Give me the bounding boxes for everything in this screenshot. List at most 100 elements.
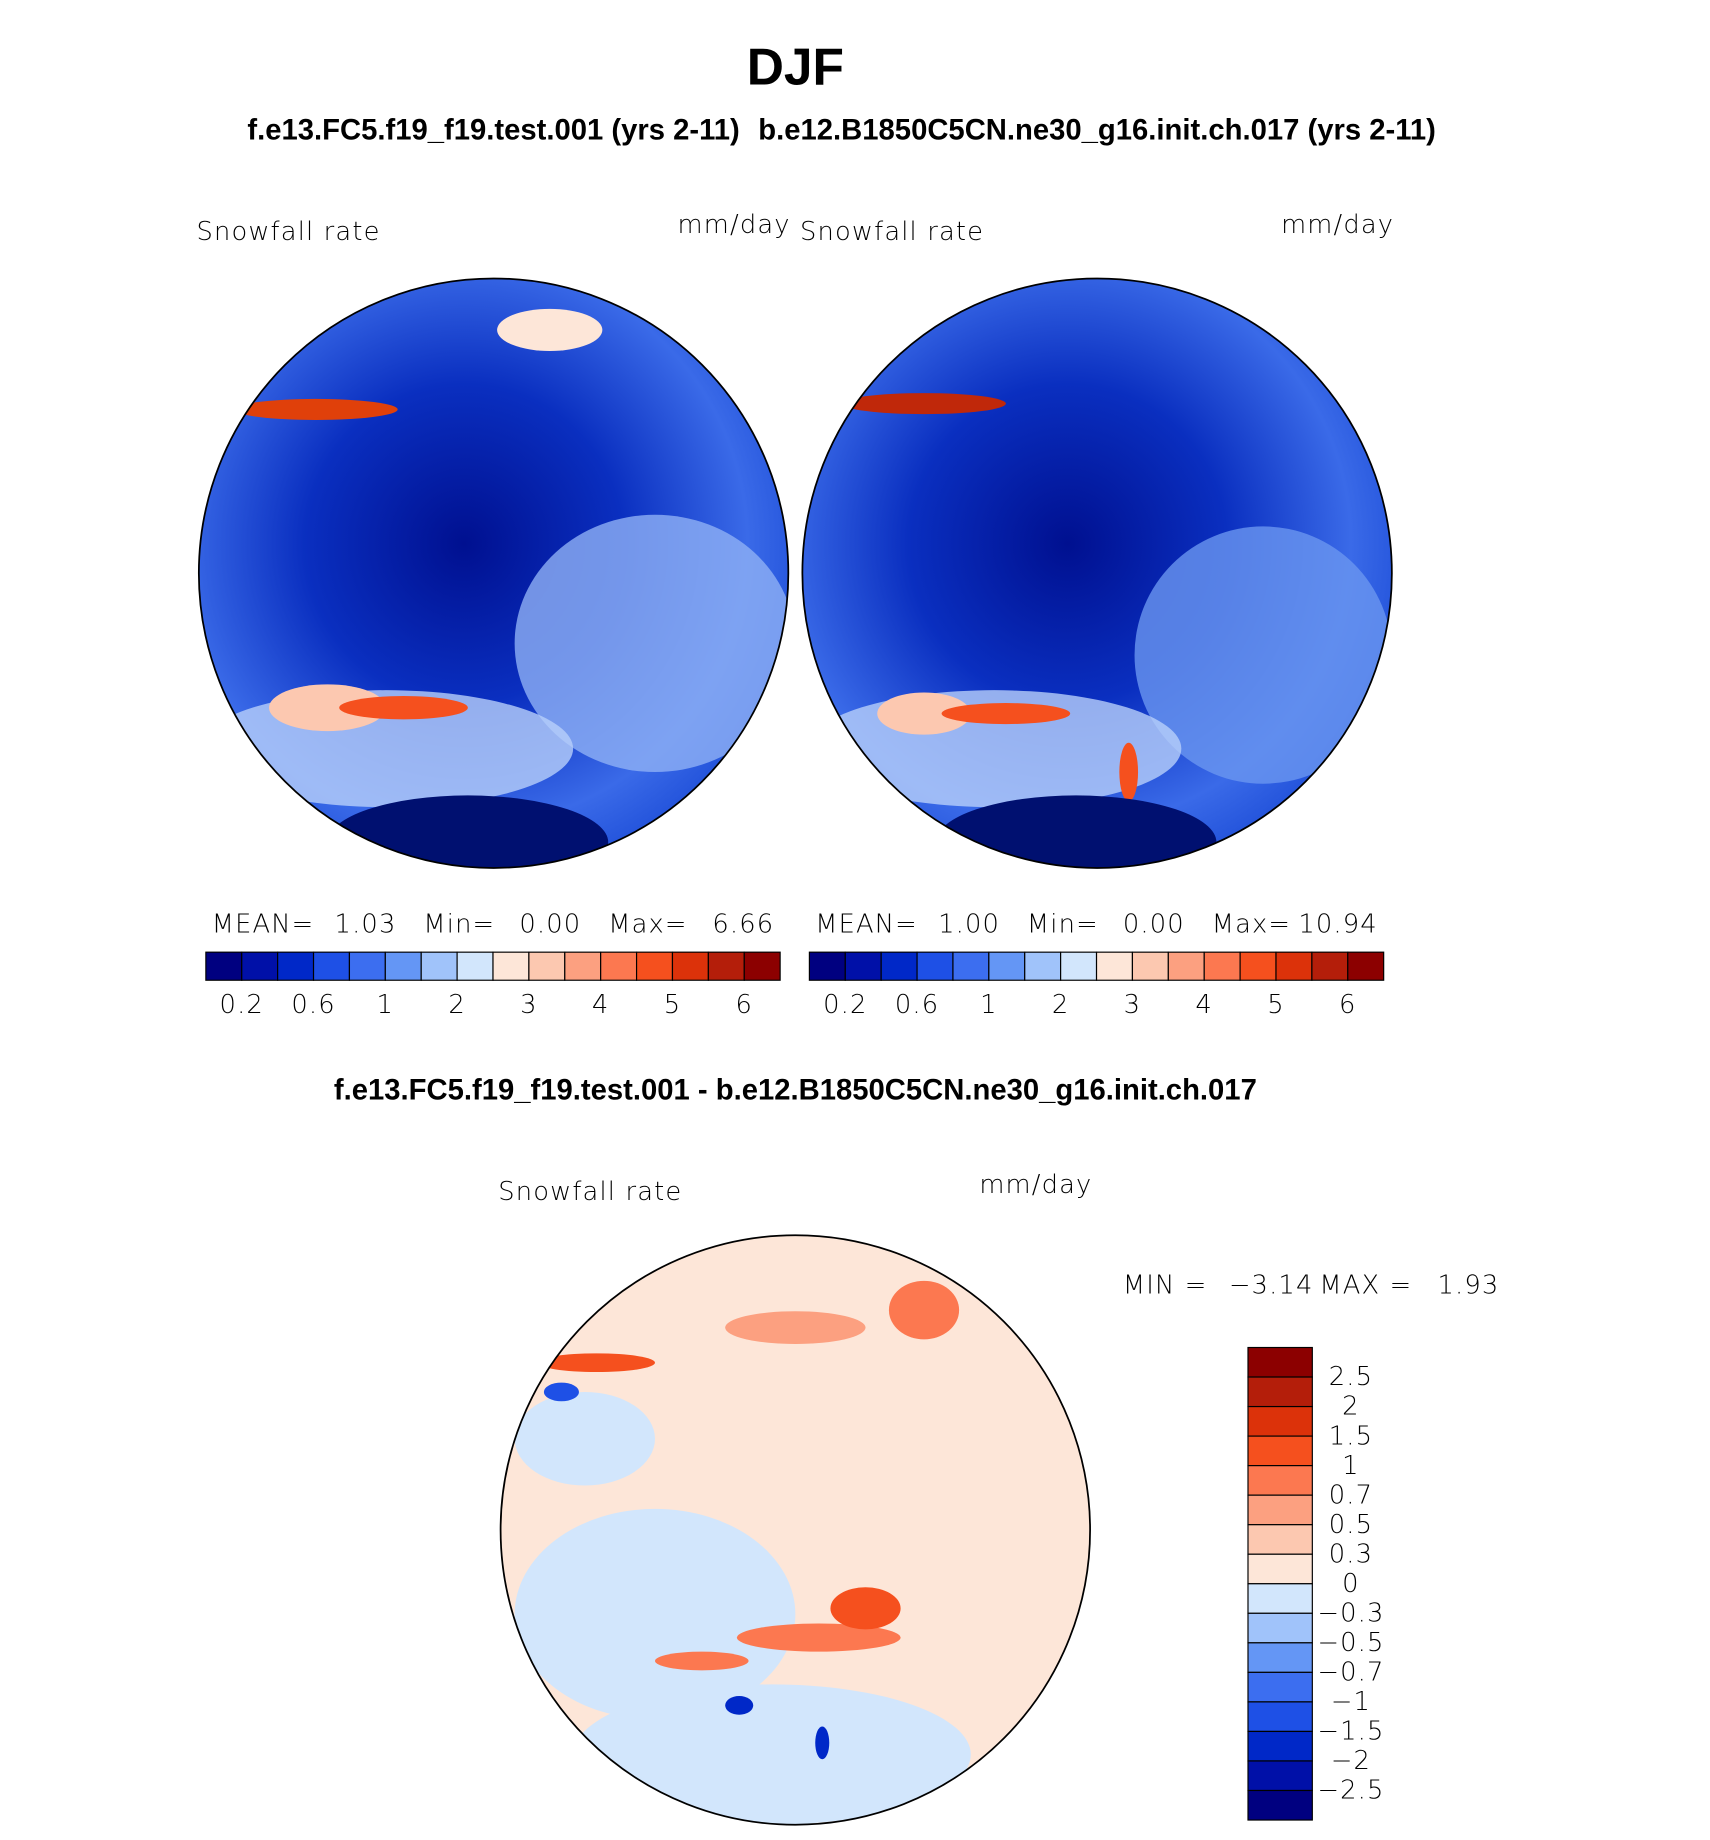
colorbar-label: 1 bbox=[1342, 1451, 1360, 1481]
colorbar-label: 2 bbox=[448, 990, 466, 1020]
stat-text: Max= bbox=[608, 909, 687, 939]
colorbar-box bbox=[1347, 951, 1385, 981]
colorbar-box bbox=[1247, 1465, 1313, 1496]
colorbar-label: −2 bbox=[1331, 1746, 1371, 1776]
colorbar-box bbox=[1247, 1789, 1313, 1821]
colorbar-box bbox=[1275, 951, 1313, 981]
variable-label: Snowfall rate bbox=[800, 217, 984, 247]
stat-text: 1.00 bbox=[938, 909, 1000, 939]
units-label: mm/day bbox=[1281, 210, 1394, 240]
colorbar-box bbox=[241, 951, 279, 981]
colorbar-box bbox=[1311, 951, 1349, 981]
stat-text: Max= bbox=[1212, 909, 1291, 939]
colorbar-label: 4 bbox=[592, 990, 610, 1020]
colorbar-box bbox=[1247, 1671, 1313, 1703]
colorbar-box bbox=[312, 951, 351, 981]
colorbar-label: 0.6 bbox=[895, 990, 939, 1020]
stat-text: 6.66 bbox=[712, 909, 774, 939]
colorbar-label: 1 bbox=[377, 990, 395, 1020]
colorbar-box bbox=[1247, 1376, 1313, 1408]
colorbar-box bbox=[1247, 1346, 1313, 1378]
colorbar-box bbox=[1131, 951, 1169, 981]
colorbar-box bbox=[528, 951, 566, 981]
map-right bbox=[802, 278, 1392, 868]
stat-text: MEAN= bbox=[815, 909, 918, 939]
colorbar-box bbox=[1024, 951, 1062, 981]
stat-text: Min= bbox=[423, 909, 495, 939]
colorbar-box bbox=[277, 951, 315, 981]
map-border bbox=[801, 277, 1393, 869]
map-border bbox=[197, 277, 790, 869]
stat-text: MAX = bbox=[1319, 1271, 1412, 1301]
colorbar-box bbox=[743, 951, 781, 981]
colorbar-label: −0.3 bbox=[1317, 1598, 1384, 1628]
units-label: mm/day bbox=[678, 210, 791, 240]
colorbar-label: 2 bbox=[1342, 1392, 1360, 1422]
variable-label: Snowfall rate bbox=[498, 1177, 682, 1207]
colorbar-label: 1 bbox=[980, 990, 998, 1020]
colorbar-label: 6 bbox=[735, 990, 753, 1020]
colorbar-box bbox=[1247, 1553, 1313, 1585]
colorbar-label: 0.2 bbox=[823, 990, 867, 1020]
colorbar-label: 0.3 bbox=[1329, 1539, 1373, 1569]
colorbar-box bbox=[1247, 1612, 1313, 1644]
colorbar-label: 5 bbox=[1267, 990, 1285, 1020]
colorbar-label: 0 bbox=[1342, 1569, 1360, 1599]
units-label: mm/day bbox=[979, 1170, 1092, 1200]
colorbar-box bbox=[707, 951, 745, 981]
colorbar-box bbox=[1239, 951, 1277, 981]
colorbar-box bbox=[1247, 1642, 1313, 1673]
stat-text: 10.94 bbox=[1298, 909, 1377, 939]
map-diff bbox=[500, 1235, 1091, 1825]
colorbar-box bbox=[988, 951, 1026, 981]
colorbar-label: 6 bbox=[1339, 990, 1357, 1020]
colorbar-box bbox=[635, 951, 674, 981]
colorbar-box bbox=[564, 951, 602, 981]
colorbar-box bbox=[492, 951, 530, 981]
colorbar-label: 2.5 bbox=[1329, 1362, 1373, 1392]
colorbar-label: −2.5 bbox=[1317, 1776, 1384, 1806]
panel-subtitle: b.e12.B1850C5CN.ne30_g16.init.ch.017 (yr… bbox=[758, 114, 1436, 146]
colorbar-label: −0.5 bbox=[1317, 1628, 1384, 1658]
colorbar-box bbox=[456, 951, 494, 981]
colorbar-box bbox=[1247, 1524, 1313, 1555]
colorbar-label: −1 bbox=[1331, 1687, 1371, 1717]
colorbar-box bbox=[1060, 951, 1098, 981]
colorbar-box bbox=[384, 951, 422, 981]
stat-text: 1.93 bbox=[1438, 1271, 1500, 1301]
variable-label: Snowfall rate bbox=[196, 217, 380, 247]
stat-text: MEAN= bbox=[212, 909, 315, 939]
map-border bbox=[499, 1234, 1091, 1826]
colorbar-box bbox=[1247, 1730, 1313, 1762]
colorbar-box bbox=[205, 951, 243, 981]
colorbar-box bbox=[600, 951, 638, 981]
stat-text: MIN = bbox=[1123, 1271, 1208, 1301]
colorbar-box bbox=[348, 951, 386, 981]
colorbar-label: 2 bbox=[1052, 990, 1070, 1020]
colorbar-box bbox=[1167, 951, 1205, 981]
colorbar-label: 1.5 bbox=[1329, 1421, 1373, 1451]
colorbar-box bbox=[420, 951, 458, 981]
stat-text: 0.00 bbox=[1123, 909, 1185, 939]
panel-subtitle: f.e13.FC5.f19_f19.test.001 (yrs 2-11) bbox=[247, 114, 739, 146]
colorbar-label: 0.7 bbox=[1329, 1480, 1373, 1510]
stat-text: −3.14 bbox=[1229, 1271, 1314, 1301]
colorbar-box bbox=[1247, 1760, 1313, 1792]
colorbar-box bbox=[1247, 1583, 1313, 1614]
colorbar-box bbox=[1247, 1701, 1313, 1733]
colorbar-box bbox=[1203, 951, 1241, 981]
map-left bbox=[198, 278, 789, 868]
colorbar-label: 0.2 bbox=[220, 990, 264, 1020]
colorbar-label: 5 bbox=[664, 990, 682, 1020]
colorbar-label: 3 bbox=[1124, 990, 1142, 1020]
colorbar-box bbox=[1247, 1494, 1313, 1526]
colorbar-box bbox=[916, 951, 954, 981]
colorbar-box bbox=[808, 951, 846, 981]
colorbar-label: 0.5 bbox=[1329, 1510, 1373, 1540]
colorbar-label: 3 bbox=[520, 990, 538, 1020]
colorbar-box bbox=[952, 951, 990, 981]
colorbar-box bbox=[880, 951, 918, 981]
stat-text: 1.03 bbox=[335, 909, 397, 939]
